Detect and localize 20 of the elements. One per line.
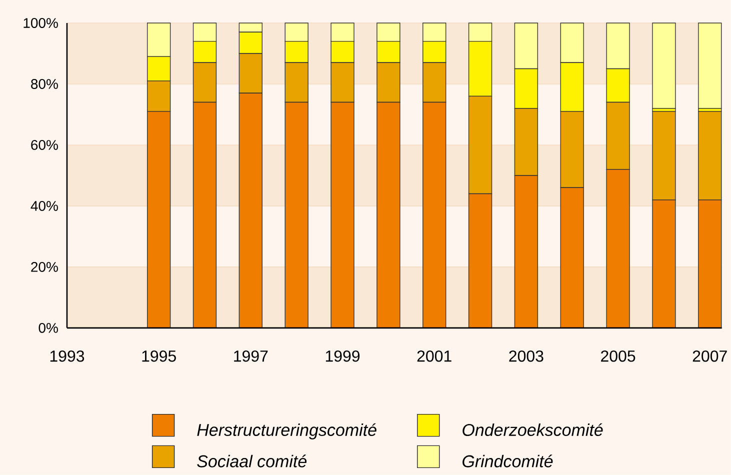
x-tick-label: 1997 (234, 350, 268, 362)
legend-label: Grindcomité (462, 454, 553, 468)
y-tick-label: 40% (30, 201, 58, 211)
y-tick-label: 20% (31, 262, 58, 272)
x-tick-label: 2001 (417, 350, 452, 362)
y-tick-label: 60% (31, 140, 58, 150)
bar (652, 22, 676, 109)
y-tick-label: 100% (24, 18, 58, 28)
x-tick-label: 1995 (142, 350, 176, 362)
legend-label: Sociaal comité (197, 454, 307, 468)
y-tick-label: 80% (31, 79, 58, 90)
y-tick-label: 0% (38, 323, 58, 333)
x-tick-label: 2005 (601, 350, 636, 362)
bar (698, 22, 722, 109)
legend-label: Herstructureringscomité (197, 423, 376, 440)
x-tick-label: 2007 (692, 350, 727, 362)
legend-label: Onderzoekscomité (462, 423, 603, 436)
x-tick-label: 1999 (326, 350, 360, 362)
x-tick-label: 1993 (50, 350, 84, 362)
x-tick-label: 2003 (509, 350, 544, 362)
